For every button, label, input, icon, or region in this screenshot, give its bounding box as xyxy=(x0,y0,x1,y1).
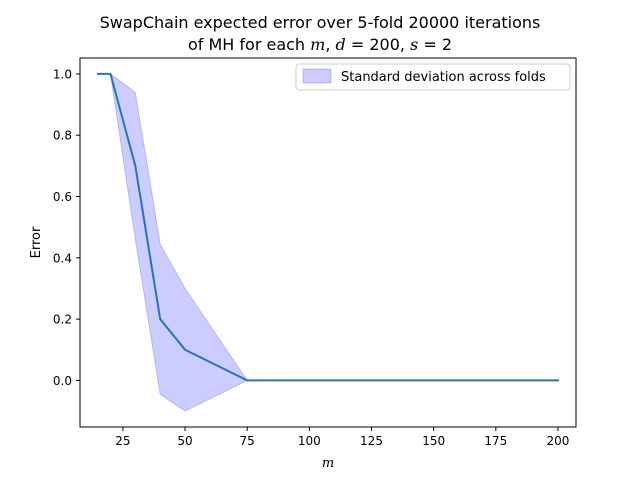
title-m-symbol: m xyxy=(310,35,326,54)
title-s-symbol: s xyxy=(410,35,419,54)
error-line xyxy=(97,72,559,382)
title-s-value: = 2 xyxy=(418,35,453,54)
title-separator: , xyxy=(325,35,336,54)
x-tick-label: 100 xyxy=(298,434,321,448)
legend: Standard deviation across folds xyxy=(295,63,571,91)
chart-title-line-1: SwapChain expected error over 5-fold 200… xyxy=(99,13,541,32)
title-prefix: of MH for each xyxy=(187,35,311,54)
title-d-symbol: d xyxy=(335,35,346,54)
y-tick-label: 0.2 xyxy=(53,313,72,327)
plot-frame xyxy=(79,57,577,428)
x-tick-label: 25 xyxy=(115,434,130,448)
std-deviation-band xyxy=(98,73,558,412)
y-tick-label: 0.0 xyxy=(53,374,72,388)
x-tick-label: 50 xyxy=(177,434,192,448)
y-tick-label: 0.8 xyxy=(53,129,72,143)
x-axis-label: m xyxy=(322,456,334,471)
y-tick-label: 0.6 xyxy=(53,190,72,204)
title-d-value: = 200, xyxy=(345,35,411,54)
x-tick-label: 125 xyxy=(360,434,383,448)
y-tick-label: 0.4 xyxy=(53,251,72,265)
legend-label-std-band: Standard deviation across folds xyxy=(341,70,546,85)
x-tick-label: 200 xyxy=(547,434,570,448)
x-tick-label: 175 xyxy=(484,434,507,448)
y-tick-label: 1.0 xyxy=(53,67,72,81)
chart-title-line-2: of MH for each m, d = 200, s = 2 xyxy=(0,35,640,54)
legend-swatch-std-band xyxy=(302,68,332,84)
legend-box xyxy=(295,63,571,91)
x-tick-label: 150 xyxy=(422,434,445,448)
y-axis-label: Error xyxy=(29,226,44,258)
x-tick-label: 75 xyxy=(240,434,255,448)
